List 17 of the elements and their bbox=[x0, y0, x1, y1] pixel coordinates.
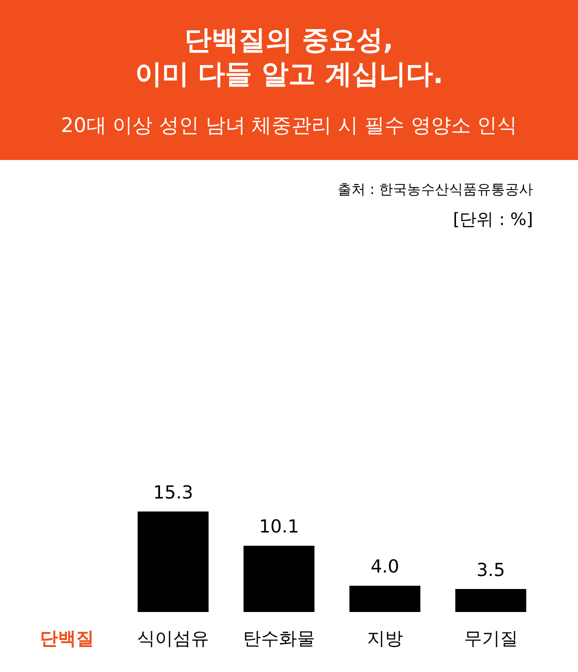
data-label: 4.0 bbox=[370, 556, 400, 578]
chart-subtitle: 20대 이상 성인 남녀 체중관리 시 필수 영양소 인식 bbox=[60, 113, 518, 137]
source-note: 출처 : 한국농수산식품유통공사 bbox=[337, 182, 533, 198]
bar bbox=[244, 546, 314, 612]
chart-title: 단백질의 중요성, 이미 다들 알고 계십니다. bbox=[134, 25, 444, 90]
bar bbox=[138, 512, 209, 612]
bar bbox=[349, 586, 420, 612]
data-label: 10.1 bbox=[258, 516, 300, 538]
bar bbox=[455, 589, 526, 612]
data-label: 3.5 bbox=[476, 560, 506, 582]
x-tick-label: 단백질 bbox=[40, 628, 94, 650]
x-tick-label: 탄수화물 bbox=[243, 628, 315, 650]
text: [단위 : %] bbox=[453, 210, 533, 230]
x-tick-label: 지방 bbox=[366, 628, 403, 650]
x-tick-label: 무기질 bbox=[464, 628, 518, 650]
x-tick-label: 식이섬유 bbox=[137, 628, 210, 650]
data-label: 15.3 bbox=[153, 482, 194, 504]
